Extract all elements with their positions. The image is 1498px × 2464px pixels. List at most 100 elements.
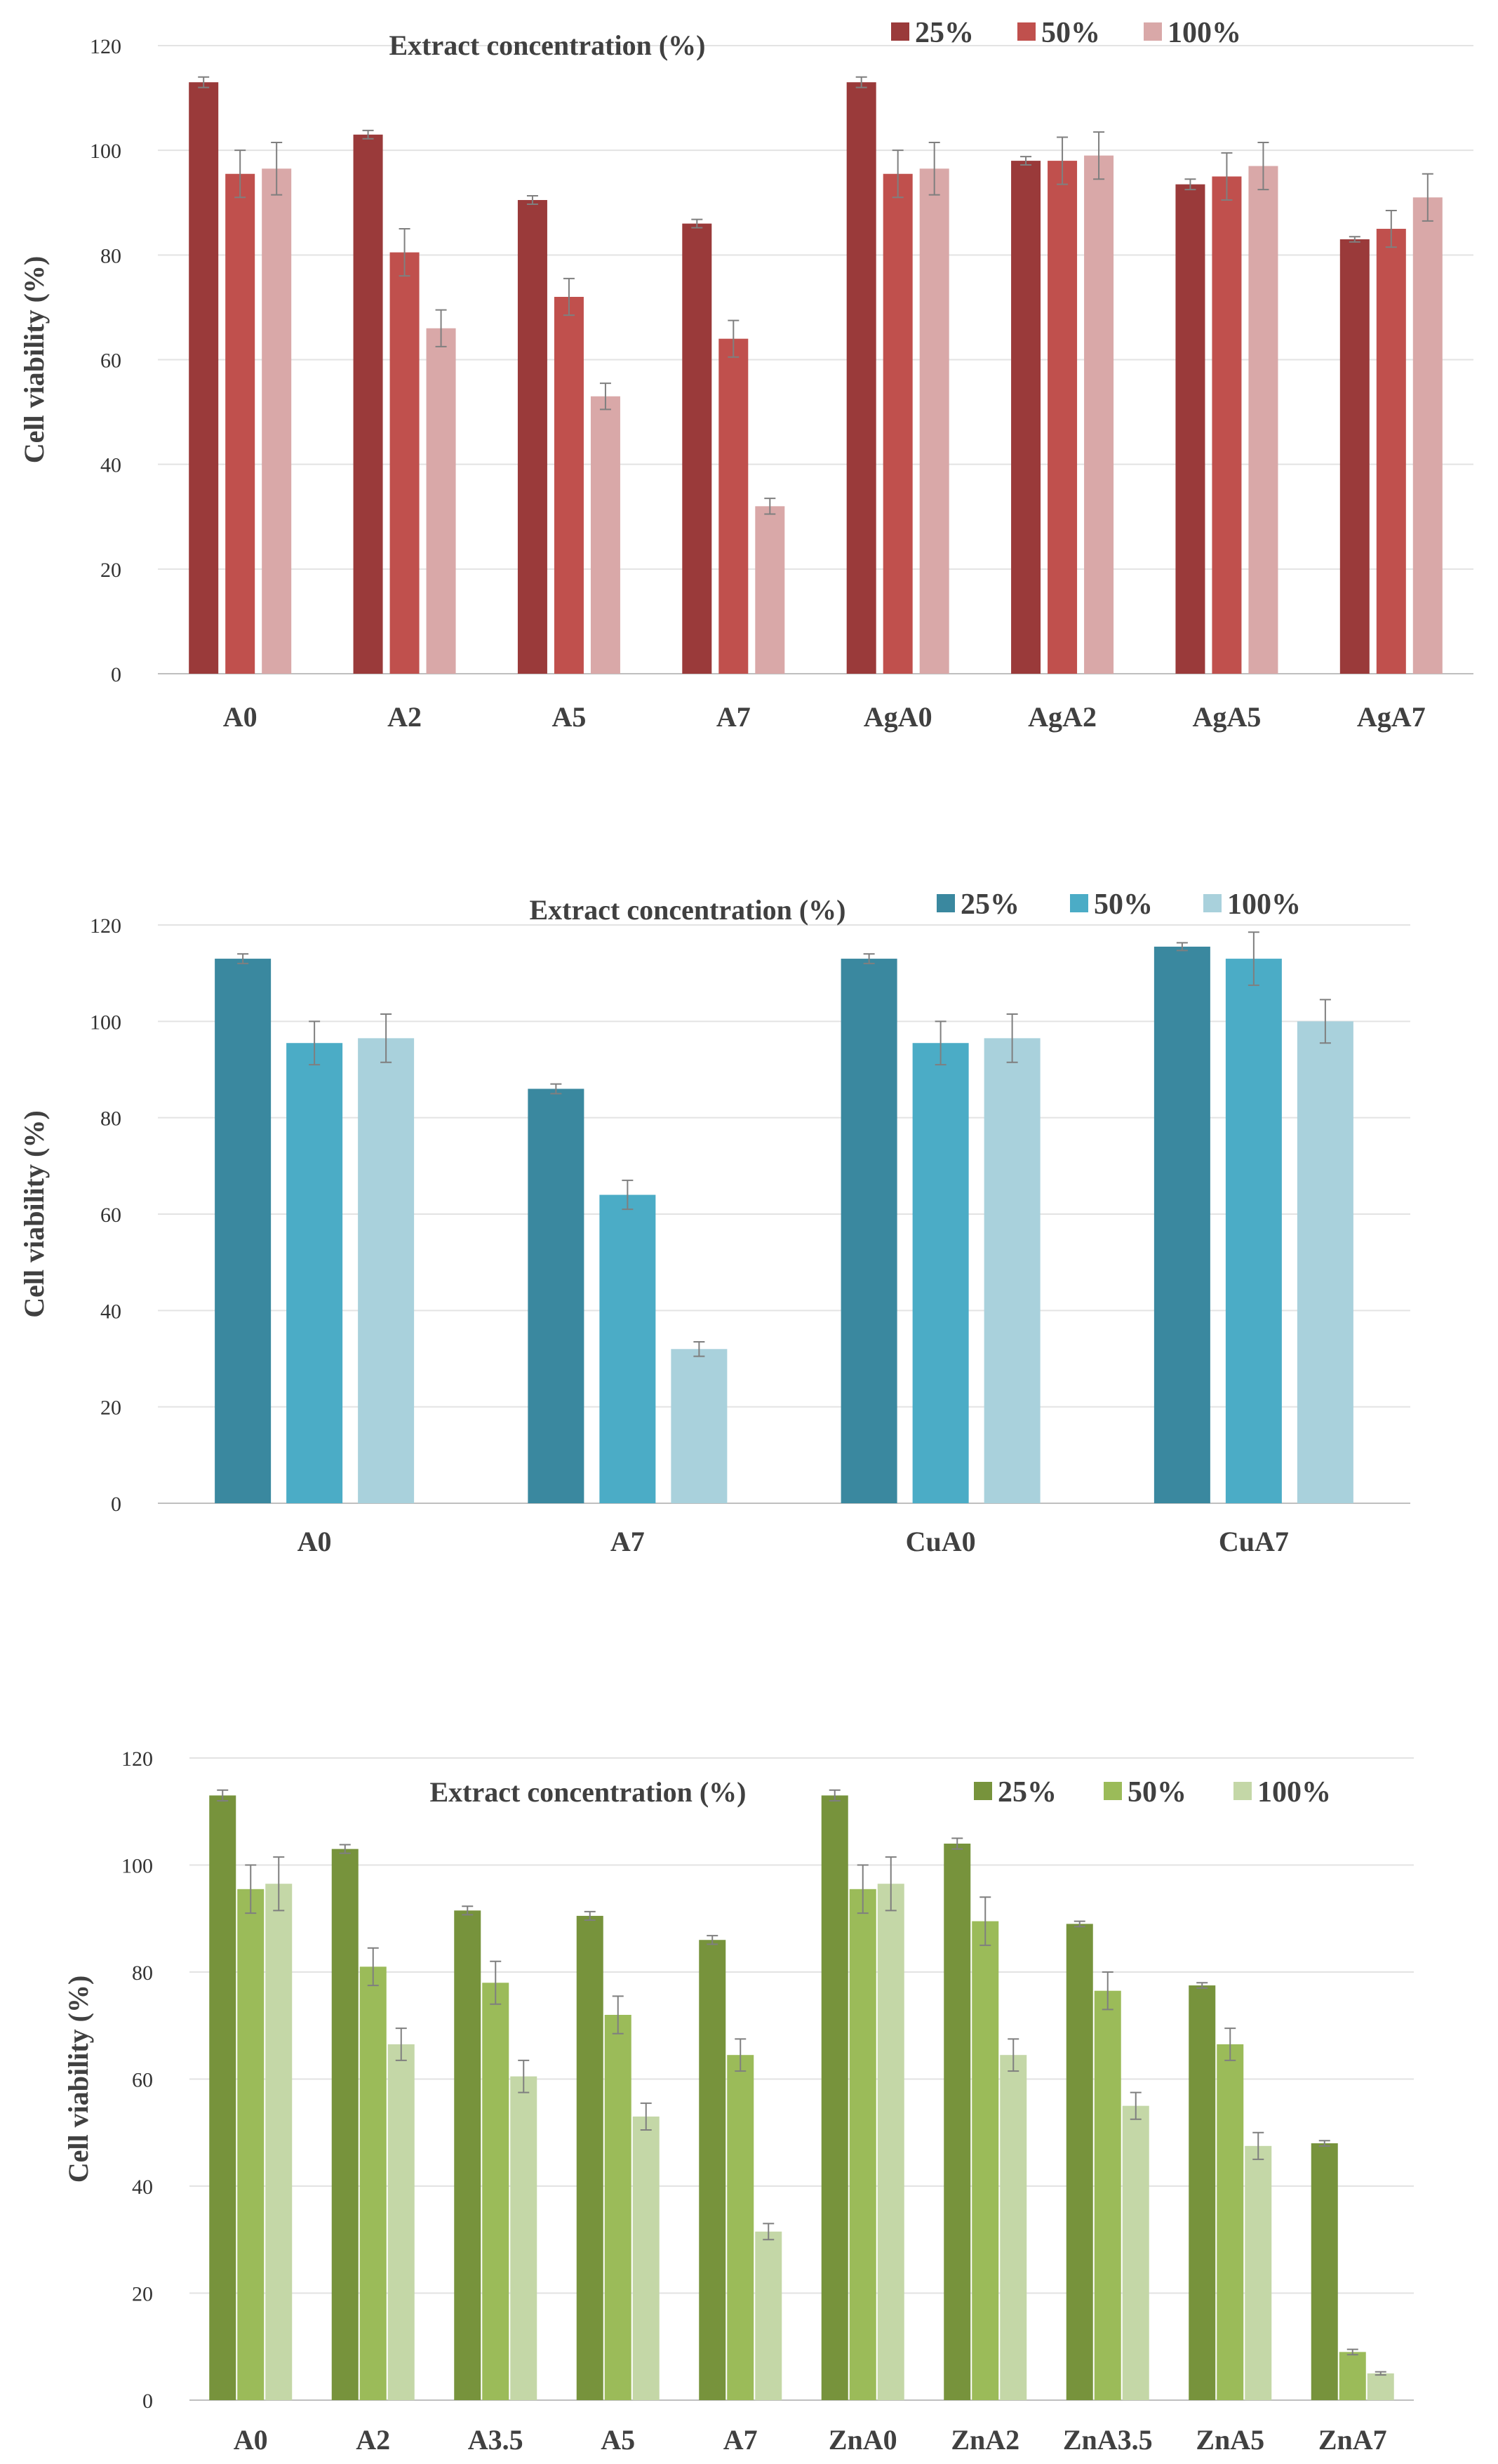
x-tick-label: A7 [716, 701, 751, 733]
x-tick-label: AgA2 [1028, 701, 1097, 733]
legend-label: 25% [915, 17, 974, 49]
y-tick-label: 60 [100, 1204, 121, 1227]
x-tick-label: A2 [356, 2424, 390, 2456]
x-tick-label: ZnA3.5 [1063, 2424, 1153, 2456]
bar [1339, 2352, 1366, 2400]
y-axis-label: Cell viability (%) [18, 256, 50, 464]
bar [1066, 1924, 1093, 2400]
bar [632, 2116, 660, 2400]
bar [755, 506, 785, 674]
bar [841, 959, 897, 1503]
x-tick-label: AgA0 [864, 701, 932, 733]
bar [454, 1910, 481, 2400]
bar [682, 223, 712, 674]
y-tick-label: 40 [132, 2176, 153, 2199]
bar [265, 1884, 293, 2400]
bar [1367, 2373, 1394, 2400]
y-tick-label: 100 [90, 1011, 121, 1034]
y-tick-label: 60 [132, 2069, 153, 2092]
x-tick-label: ZnA0 [829, 2424, 897, 2456]
chart-title: Extract concentration (%) [530, 894, 846, 926]
y-tick-label: 80 [132, 1962, 153, 1985]
x-tick-label: A3.5 [468, 2424, 523, 2456]
x-tick-label: A5 [601, 2424, 635, 2456]
bar [604, 2015, 631, 2400]
bar [576, 1915, 603, 2400]
bar [1011, 161, 1041, 674]
y-tick-label: 0 [142, 2390, 153, 2413]
bar [699, 1940, 726, 2400]
bar [599, 1194, 656, 1503]
y-tick-label: 60 [100, 349, 121, 373]
legend-label: 25% [961, 888, 1019, 921]
bar [1412, 197, 1443, 674]
chart-red-ag: 0 20 40 60 80 100 120 Cell viability (%) Extract… [18, 17, 1473, 733]
legend-swatch [891, 22, 909, 41]
bar [718, 338, 749, 674]
bar [1094, 1990, 1121, 2400]
x-tick-label: A0 [297, 1526, 332, 1557]
bar [517, 200, 547, 674]
bar [510, 2076, 537, 2400]
legend-label: 50% [1094, 888, 1153, 921]
y-tick-label: 40 [100, 454, 121, 477]
bar [846, 82, 876, 674]
bar [353, 134, 383, 674]
y-tick-label: 0 [111, 663, 121, 686]
bar [1225, 959, 1282, 1503]
bar [1189, 1985, 1216, 2400]
bar [912, 1043, 969, 1503]
chart-blue-cu: 0 20 40 60 80 100 120 Cell viability (%) Extract… [18, 888, 1410, 1557]
legend-label: 50% [1041, 17, 1100, 49]
legend-label: 50% [1128, 1776, 1186, 1809]
legend-swatch [1233, 1782, 1252, 1800]
bar [1175, 184, 1205, 674]
bar [1122, 2105, 1149, 2400]
bar [1297, 1021, 1353, 1503]
bar [1084, 155, 1114, 674]
y-tick-label: 120 [90, 914, 121, 938]
bar [358, 1038, 415, 1503]
y-tick-label: 0 [111, 1493, 121, 1516]
bar [972, 1921, 999, 2400]
legend-label: 100% [1168, 17, 1241, 49]
x-tick-label: ZnA2 [951, 2424, 1019, 2456]
legend-label: 100% [1227, 888, 1301, 921]
x-tick-label: CuA7 [1219, 1526, 1289, 1557]
bar [482, 1983, 509, 2400]
y-tick-label: 100 [121, 1855, 153, 1878]
x-tick-label: A0 [234, 2424, 268, 2456]
bar [1000, 2055, 1027, 2400]
bar [1376, 229, 1406, 674]
legend-swatch [1104, 1782, 1122, 1800]
bar [225, 173, 255, 674]
y-tick-label: 80 [100, 244, 121, 267]
bar [883, 173, 913, 674]
y-tick-label: 20 [100, 559, 121, 582]
x-tick-label: AgA7 [1357, 701, 1426, 733]
bar [877, 1884, 904, 2400]
bar [755, 2231, 782, 2400]
bar [262, 168, 292, 674]
x-tick-label: A0 [223, 701, 258, 733]
legend-swatch [1144, 22, 1162, 41]
bar [237, 1889, 265, 2400]
legend-swatch [1070, 894, 1088, 912]
bar [426, 328, 456, 674]
chart-title: Extract concentration (%) [389, 29, 706, 61]
y-tick-label: 20 [132, 2283, 153, 2306]
x-tick-label: ZnA7 [1318, 2424, 1387, 2456]
y-tick-label: 80 [100, 1107, 121, 1131]
x-tick-label: A7 [610, 1526, 645, 1557]
bar [919, 168, 949, 674]
bar [331, 1849, 359, 2400]
x-tick-label: A7 [723, 2424, 758, 2456]
bar [387, 2044, 415, 2400]
chart-green-zn: 0 20 40 60 80 100 120 Cell viability (%) Extract… [62, 1747, 1414, 2456]
bar [944, 1844, 971, 2400]
y-tick-label: 120 [90, 35, 121, 58]
x-tick-label: ZnA5 [1196, 2424, 1264, 2456]
bar [189, 82, 219, 674]
bar [1212, 176, 1242, 674]
